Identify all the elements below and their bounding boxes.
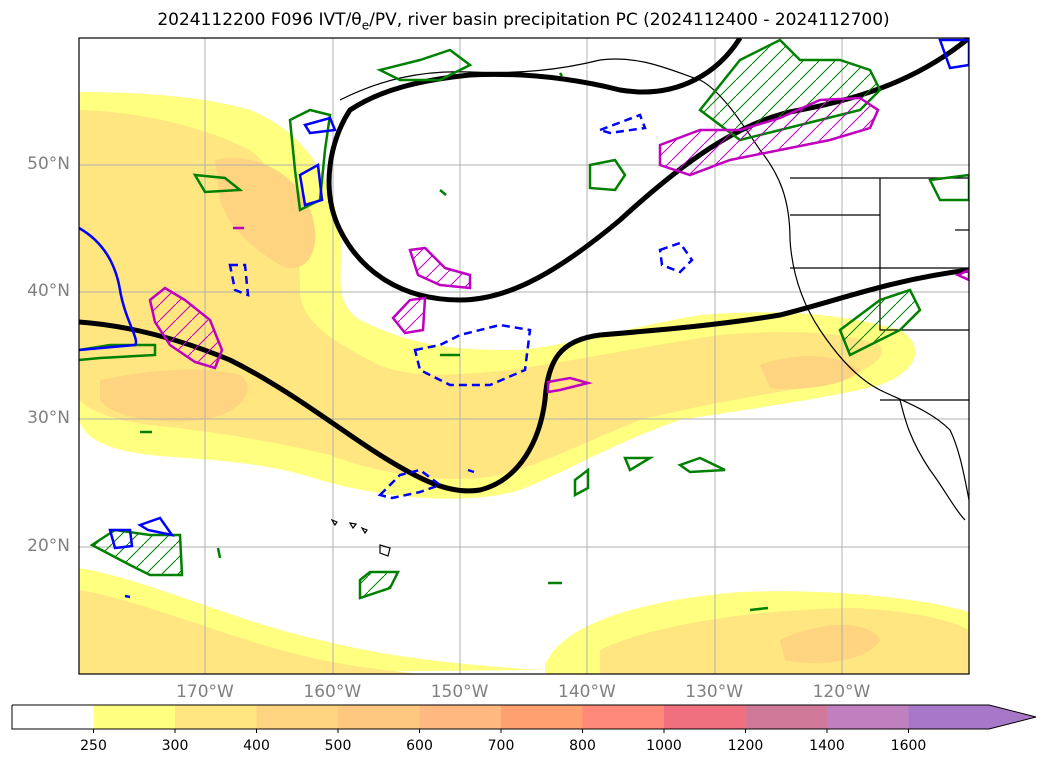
colorbar-tick-label: 700 [487, 738, 515, 754]
lon-label: 160°W [303, 682, 362, 702]
magenta-contours [148, 96, 969, 394]
map-title: 2024112200 F096 IVT/θe/PV, river basin p… [157, 10, 890, 33]
lon-label: 130°W [685, 682, 744, 702]
lon-label: 120°W [812, 682, 871, 702]
graticule [79, 38, 969, 674]
colorbar-segment [582, 705, 665, 729]
colorbar-extend-arrow [909, 705, 1036, 729]
colorbar-outline [11, 704, 1037, 730]
lon-label: 170°W [176, 682, 234, 702]
lat-label: 40°N [27, 281, 70, 302]
map-frame [78, 37, 970, 675]
colorbar-segment [419, 705, 502, 729]
colorbar-segment [256, 705, 339, 729]
blue-dashed-contours [228, 113, 694, 500]
ivt-core-west [215, 158, 316, 269]
lat-label: 20°N [27, 535, 70, 556]
ivt-south-east-core [780, 625, 880, 664]
lat-label: 30°N [27, 408, 70, 429]
colorbar-segment [664, 705, 746, 729]
ivt-core-east [760, 355, 860, 390]
colorbar-segment [501, 705, 583, 729]
colorbar-segment [338, 705, 420, 729]
colorbar-tick-label: 500 [324, 738, 352, 754]
colorbar-segment [93, 705, 176, 729]
colorbar-tick-label: 600 [406, 738, 433, 754]
ivt-south-west-300 [79, 590, 420, 674]
blue-contours [79, 38, 969, 599]
colorbar-segment [827, 705, 909, 729]
colorbar-tick-label: 1000 [646, 738, 682, 754]
colorbar-tickmarks [93, 729, 909, 733]
colorbar [11, 704, 1037, 730]
colorbar-tick-label: 1400 [809, 738, 845, 754]
colorbar-segment [12, 705, 94, 729]
colorbar-tick-label: 400 [243, 738, 270, 754]
lat-label: 50°N [27, 154, 70, 174]
colorbar-tick-label: 300 [161, 738, 189, 754]
ivt-core-southwest [100, 369, 248, 422]
colorbar-tick-label: 250 [80, 738, 107, 754]
colorbar-tick-label: 1200 [727, 738, 764, 754]
ivt-shading [79, 92, 969, 674]
colorbar-tick-label: 800 [569, 738, 596, 754]
colorbar-segment [745, 705, 828, 729]
lon-label: 150°W [430, 682, 489, 702]
lon-label: 140°W [558, 682, 616, 702]
colorbar-tick-label: 1600 [890, 738, 927, 754]
colorbar-segment [175, 705, 257, 729]
